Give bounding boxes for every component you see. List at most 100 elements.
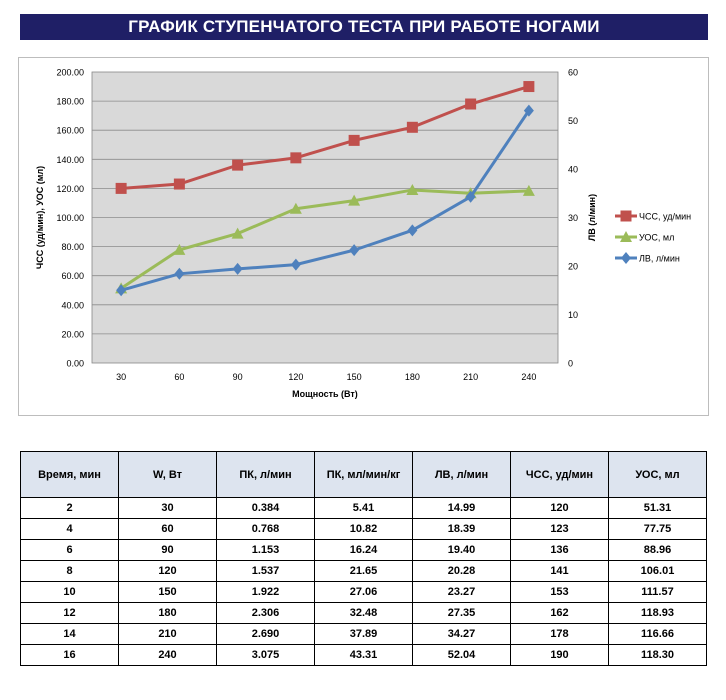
y-left-tick-label: 160.00	[56, 126, 84, 136]
table-cell: 5.41	[314, 497, 413, 519]
x-tick-label: 120	[288, 372, 303, 382]
table-cell: 20.28	[412, 560, 511, 582]
table-cell: 27.06	[314, 581, 413, 603]
table-cell: 51.31	[608, 497, 707, 519]
data-point-0	[290, 152, 302, 164]
legend-label: УОС, мл	[639, 233, 674, 243]
x-tick-label: 30	[116, 372, 126, 382]
table-cell: 1.537	[216, 560, 315, 582]
x-tick-label: 90	[233, 372, 243, 382]
y-right-tick-label: 10	[568, 310, 578, 320]
x-tick-label: 60	[174, 372, 184, 382]
table-row: 2 30 0.384 5.41 14.99 120 51.31	[20, 497, 707, 519]
table-cell: 0.384	[216, 497, 315, 519]
data-point-2	[174, 267, 185, 280]
table-cell: 150	[118, 581, 217, 603]
table-cell: 2.690	[216, 623, 315, 645]
table-row: 8 120 1.537 21.65 20.28 141 106.01	[20, 560, 707, 582]
table-cell: 8	[20, 560, 119, 582]
data-point-1	[173, 243, 186, 255]
column-header: W, Вт	[118, 451, 217, 498]
table-cell: 52.04	[412, 644, 511, 666]
series-line-1	[120, 188, 529, 290]
table-row: 14 210 2.690 37.89 34.27 178 116.66	[20, 623, 707, 645]
y-left-tick-label: 0.00	[66, 359, 84, 369]
table-cell: 88.96	[608, 539, 707, 561]
table-cell: 123	[510, 518, 609, 540]
y-right-tick-label: 0	[568, 359, 573, 369]
series-line-0	[121, 85, 530, 190]
legend-marker	[620, 231, 632, 242]
table-cell: 19.40	[412, 539, 511, 561]
y-right-tick-label: 30	[568, 213, 578, 223]
table-cell: 14.99	[412, 497, 511, 519]
legend-marker	[621, 252, 631, 264]
data-point-0	[348, 134, 360, 146]
table-cell: 190	[510, 644, 609, 666]
table-cell: 10	[20, 581, 119, 603]
table-cell: 10.82	[314, 518, 413, 540]
table-cell: 136	[510, 539, 609, 561]
table-cell: 153	[510, 581, 609, 603]
table-cell: 120	[118, 560, 217, 582]
table-cell: 210	[118, 623, 217, 645]
data-point-2	[523, 104, 534, 117]
table-cell: 240	[118, 644, 217, 666]
table-cell: 116.66	[608, 623, 707, 645]
column-header: УОС, мл	[608, 451, 707, 498]
table-cell: 162	[510, 602, 609, 624]
data-point-0	[465, 98, 477, 110]
y-right-axis-label: ЛВ (л/мин)	[587, 194, 597, 241]
table-row: 4 60 0.768 10.82 18.39 123 77.75	[20, 518, 707, 540]
y-right-tick-label: 50	[568, 116, 578, 126]
y-left-tick-label: 200.00	[56, 68, 84, 78]
table-cell: 0.768	[216, 518, 315, 540]
table-cell: 1.153	[216, 539, 315, 561]
data-point-0	[173, 178, 185, 190]
y-left-tick-label: 60.00	[61, 271, 84, 281]
table-cell: 106.01	[608, 560, 707, 582]
data-point-2	[349, 244, 360, 257]
y-left-tick-label: 140.00	[56, 155, 84, 165]
table-cell: 1.922	[216, 581, 315, 603]
table-cell: 178	[510, 623, 609, 645]
table-cell: 34.27	[412, 623, 511, 645]
table-cell: 37.89	[314, 623, 413, 645]
line-chart: 0.00 20.00 40.00 60.00 80.00 100.00 120.00 140.…	[35, 68, 691, 400]
data-point-1	[348, 194, 361, 206]
y-right-tick-label: 60	[568, 68, 578, 78]
data-point-2	[116, 284, 127, 297]
column-header: Время, мин	[20, 451, 119, 498]
column-header: ЧСС, уд/мин	[510, 451, 609, 498]
table-cell: 90	[118, 539, 217, 561]
table-row: 16 240 3.075 43.31 52.04 190 118.30	[20, 644, 707, 666]
table-header-row: Время, мин W, Вт ПК, л/мин ПК, мл/мин/кг…	[20, 451, 707, 498]
y-left-tick-label: 100.00	[56, 213, 84, 223]
table-row: 6 90 1.153 16.24 19.40 136 88.96	[20, 539, 707, 561]
legend-marker	[620, 210, 632, 222]
data-point-0	[115, 182, 127, 194]
table-cell: 27.35	[412, 602, 511, 624]
table-cell: 12	[20, 602, 119, 624]
table-cell: 18.39	[412, 518, 511, 540]
data-table: Время, мин W, Вт ПК, л/мин ПК, мл/мин/кг…	[20, 451, 707, 666]
table-cell: 43.31	[314, 644, 413, 666]
y-left-tick-label: 40.00	[61, 300, 84, 310]
table-cell: 16	[20, 644, 119, 666]
page-title: ГРАФИК СТУПЕНЧАТОГО ТЕСТА ПРИ РАБОТЕ НОГ…	[20, 14, 708, 40]
table-cell: 32.48	[314, 602, 413, 624]
table-cell: 60	[118, 518, 217, 540]
data-point-0	[523, 81, 535, 93]
table-cell: 21.65	[314, 560, 413, 582]
legend-label: ЧСС, уд/мин	[639, 212, 691, 222]
y-left-tick-label: 180.00	[56, 97, 84, 107]
table-cell: 2	[20, 497, 119, 519]
data-point-0	[406, 121, 418, 133]
data-table-wrapper: Время, мин W, Вт ПК, л/мин ПК, мл/мин/кг…	[20, 451, 707, 666]
column-header: ПК, мл/мин/кг	[314, 451, 413, 498]
y-left-tick-label: 20.00	[61, 329, 84, 339]
table-row: 10 150 1.922 27.06 23.27 153 111.57	[20, 581, 707, 603]
table-cell: 2.306	[216, 602, 315, 624]
table-cell: 6	[20, 539, 119, 561]
table-cell: 23.27	[412, 581, 511, 603]
